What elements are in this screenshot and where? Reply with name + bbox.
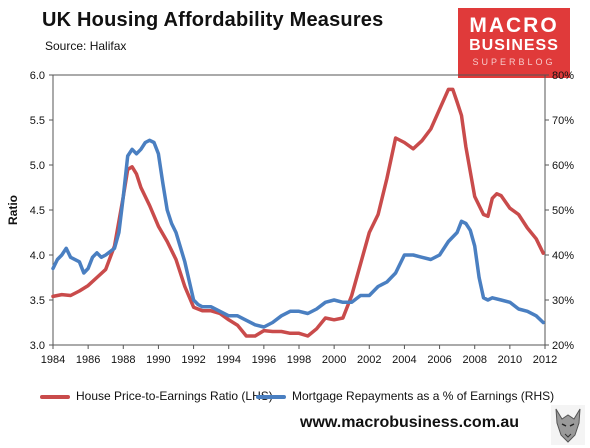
legend-swatch-price-earnings [40, 394, 70, 399]
x-tick-label: 1984 [41, 354, 65, 366]
x-tick-label: 2002 [357, 354, 381, 366]
logo-text-line2: BUSINESS [469, 37, 559, 54]
right-y-tick-label: 50% [552, 205, 574, 217]
x-tick-label: 2000 [322, 354, 346, 366]
chart-legend: House Price-to-Earnings Ratio (LHS) Mort… [0, 386, 590, 408]
mortgage-repayments-line [51, 138, 545, 329]
chart-title: UK Housing Affordability Measures [42, 9, 384, 31]
x-tick-label: 2006 [427, 354, 451, 366]
x-tick-label: 1992 [181, 354, 205, 366]
legend-label-mortgage-repayments: Mortgage Repayments as a % of Earnings (… [292, 389, 555, 403]
x-tick-label: 1998 [287, 354, 311, 366]
x-tick-label: 2012 [533, 354, 557, 366]
left-y-tick-label: 5.5 [30, 115, 45, 127]
macro-business-logo[interactable]: MACRO BUSINESS SUPERBLOG [458, 8, 570, 78]
right-y-tick-label: 20% [552, 340, 574, 352]
wolf-icon [551, 405, 585, 445]
left-y-tick-label: 3.0 [30, 340, 45, 352]
left-y-tick-label: 4.0 [30, 250, 45, 262]
left-y-tick-label: 4.5 [30, 205, 45, 217]
right-y-tick-label: 60% [552, 160, 574, 172]
right-y-axis: 20% 30% 40% 50% 60% 70% 80% [545, 70, 574, 352]
x-tick-label: 2010 [498, 354, 522, 366]
plot-area-frame [52, 74, 546, 346]
legend-item-price-earnings: House Price-to-Earnings Ratio (LHS) [40, 389, 273, 403]
right-y-tick-label: 80% [552, 70, 574, 82]
right-y-tick-label: 70% [552, 115, 574, 127]
left-y-tick-label: 6.0 [30, 70, 45, 82]
price-earnings-ratio-line [51, 87, 545, 338]
y-axis-label: Ratio [6, 195, 20, 225]
x-tick-label: 1988 [111, 354, 135, 366]
x-axis: 1984 1986 1988 1990 1992 1994 1996 1998 2000 2002… [41, 345, 557, 366]
left-y-tick-label: 3.5 [30, 295, 45, 307]
x-tick-label: 1996 [252, 354, 276, 366]
right-y-tick-label: 30% [552, 295, 574, 307]
x-tick-label: 2004 [392, 354, 416, 366]
affordability-chart: 1984 1986 1988 1990 1992 1994 1996 1998 2000 2002… [6, 70, 574, 366]
logo-text-line3: SUPERBLOG [472, 57, 556, 67]
logo-text-line1: MACRO [469, 14, 559, 37]
x-tick-label: 1990 [146, 354, 170, 366]
right-y-tick-label: 40% [552, 250, 574, 262]
x-tick-label: 2008 [462, 354, 486, 366]
x-tick-label: 1994 [216, 354, 240, 366]
x-tick-label: 1986 [76, 354, 100, 366]
series-lines [51, 87, 545, 338]
chart-source: Source: Halifax [45, 39, 127, 53]
legend-item-mortgage-repayments: Mortgage Repayments as a % of Earnings (… [256, 389, 554, 403]
website-link[interactable]: www.macrobusiness.com.au [300, 414, 520, 431]
left-y-tick-label: 5.0 [30, 160, 45, 172]
left-y-axis: 3.0 3.5 4.0 4.5 5.0 5.5 6.0 [30, 70, 53, 352]
legend-label-price-earnings: House Price-to-Earnings Ratio (LHS) [76, 389, 273, 403]
legend-swatch-mortgage-repayments [256, 394, 286, 399]
